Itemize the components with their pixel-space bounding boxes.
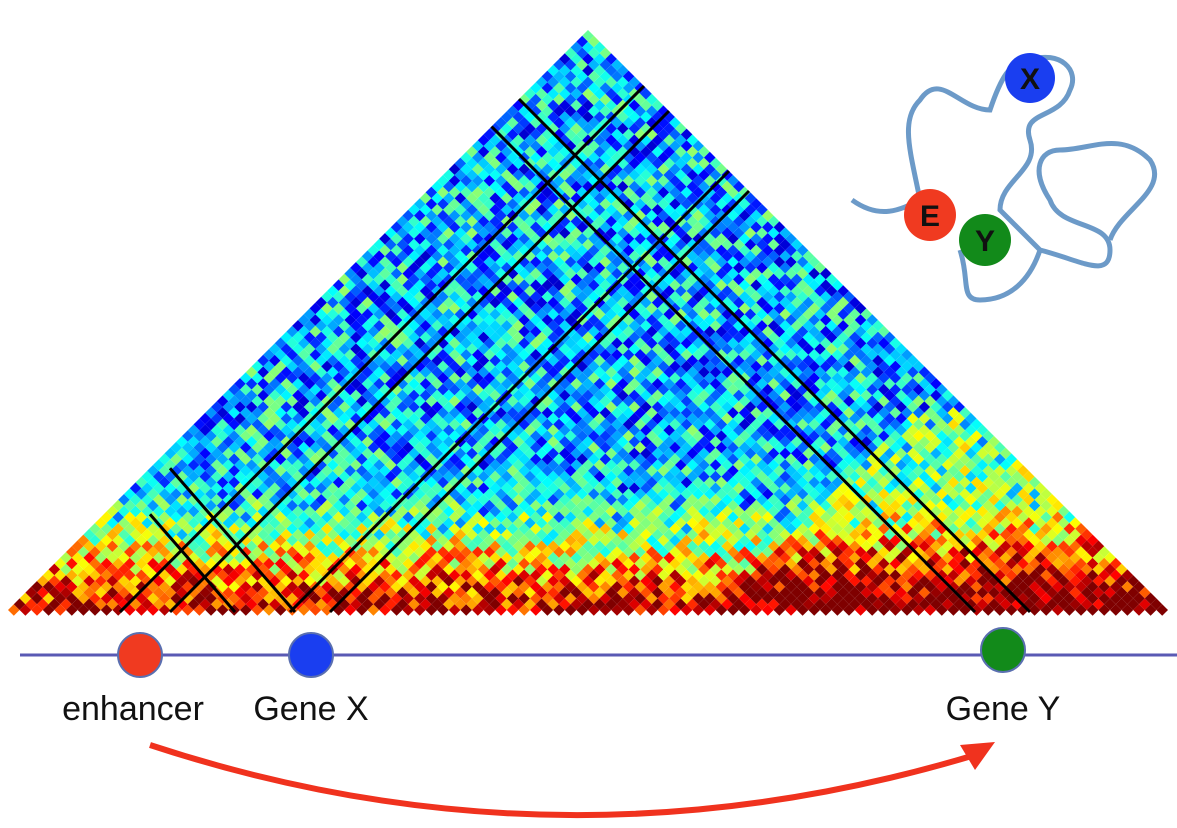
diagram: enhancer Gene X Gene Y X E Y bbox=[0, 0, 1177, 828]
heatmap bbox=[8, 30, 1168, 616]
